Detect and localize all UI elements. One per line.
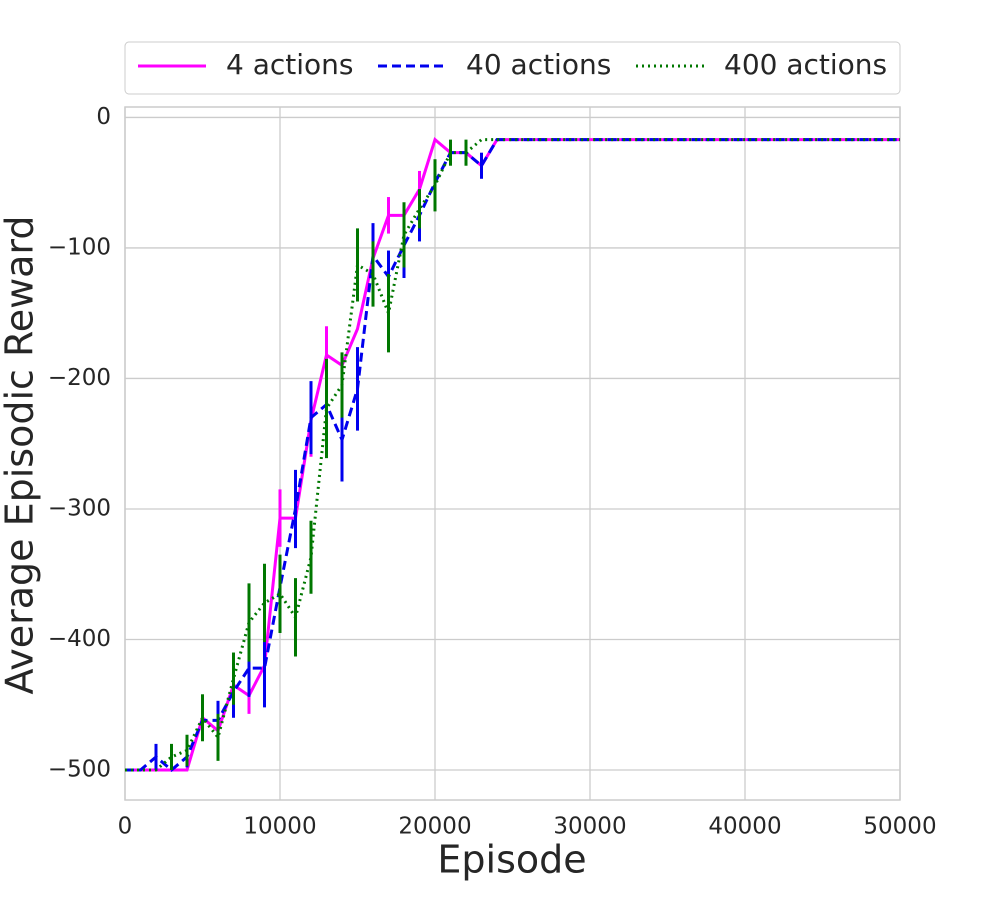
x-tick-label: 30000 [553,814,626,840]
x-tick-label: 0 [118,814,133,840]
x-tick-label: 40000 [708,814,781,840]
legend-frame [124,41,901,95]
x-tick-label: 20000 [398,814,471,840]
legend-label: 4 actions [226,48,354,81]
series-line [125,137,900,772]
y-tick-label: −300 [48,495,111,521]
legend-label: 400 actions [724,48,887,81]
y-tick-label: −500 [48,756,111,782]
y-tick-label: 0 [96,104,111,130]
x-tick-label: 50000 [863,814,936,840]
x-axis-label: Episode [437,838,586,882]
y-tick-label: −200 [48,365,111,391]
x-tick-label: 10000 [243,814,316,840]
series-line [125,138,900,772]
legend-label: 40 actions [466,48,611,81]
y-tick-label: −100 [48,234,111,260]
series-line [125,138,900,772]
y-axis-label: Average Episodic Reward [0,215,42,694]
y-tick-label: −400 [48,626,111,652]
plot-frame [124,106,901,801]
